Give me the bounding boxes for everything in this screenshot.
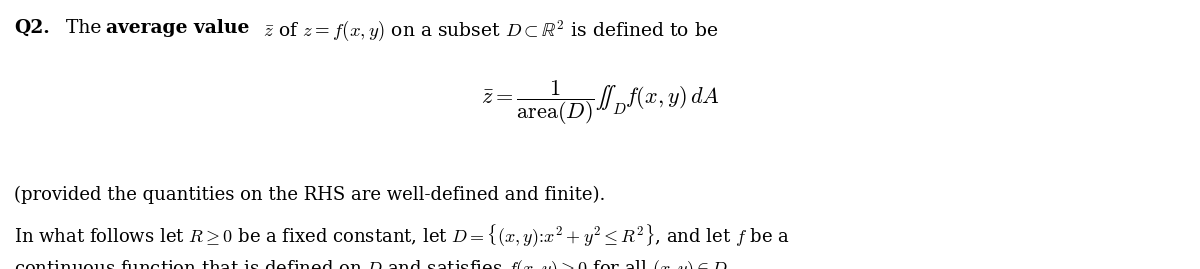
Text: continuous function that is defined on $D$ and satisfies $f(x, y) \geq 0$ for al: continuous function that is defined on $… bbox=[14, 258, 733, 269]
Text: In what follows let $R \geq 0$ be a fixed constant, let $D = \{(x, y)\colon x^2 : In what follows let $R \geq 0$ be a fixe… bbox=[14, 222, 790, 249]
Text: $\bar{z} = \dfrac{1}{\mathrm{area}(D)} \iint_D f(x, y)\, dA$: $\bar{z} = \dfrac{1}{\mathrm{area}(D)} \… bbox=[481, 78, 719, 127]
Text: The: The bbox=[66, 19, 107, 37]
Text: (provided the quantities on the RHS are well-defined and finite).: (provided the quantities on the RHS are … bbox=[14, 186, 606, 204]
Text: $\bar{z}$ of $z = f(x, y)$ on a subset $D \subset \mathbb{R}^2$ is defined to be: $\bar{z}$ of $z = f(x, y)$ on a subset $… bbox=[258, 19, 718, 44]
Text: Q2.: Q2. bbox=[14, 19, 50, 37]
Text: average value: average value bbox=[106, 19, 248, 37]
